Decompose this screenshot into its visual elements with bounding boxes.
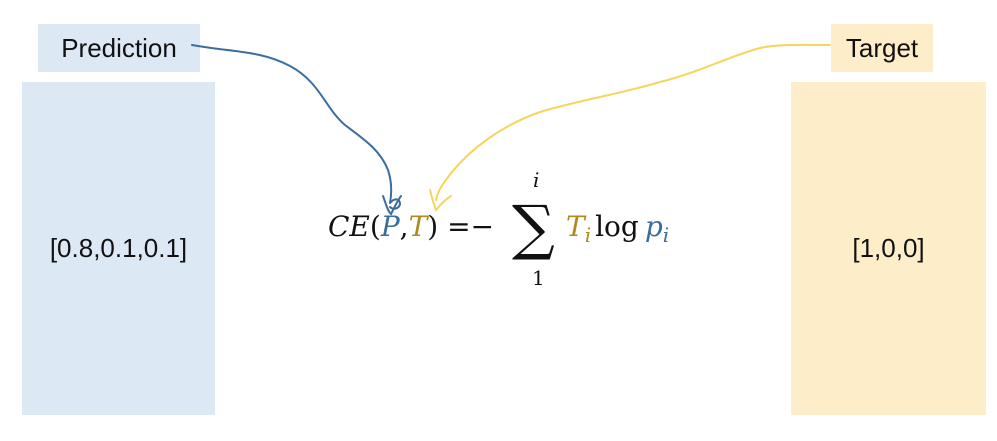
target-vector-value: [1,0,0] bbox=[852, 233, 925, 263]
target-variable: T bbox=[408, 210, 428, 243]
prediction-variable: P bbox=[380, 210, 400, 243]
prediction-label: Prediction bbox=[38, 24, 200, 72]
target-vector-panel: [1,0,0] bbox=[791, 82, 986, 415]
target-label: Target bbox=[831, 24, 933, 72]
sum-upper-limit: i bbox=[533, 168, 540, 192]
ce-symbol: CE bbox=[328, 210, 370, 243]
comma: , bbox=[399, 210, 409, 243]
prediction-vector-panel: [0.8,0.1,0.1] bbox=[22, 82, 215, 415]
log-operator: log bbox=[595, 210, 639, 243]
formula-lhs: CE(P,T) =− bbox=[328, 207, 494, 247]
target-arrowhead bbox=[429, 189, 452, 212]
target-subscript: i bbox=[584, 223, 592, 247]
target-arrow bbox=[435, 43, 831, 201]
prediction-subscript: i bbox=[662, 223, 670, 247]
prediction-arrowhead bbox=[382, 195, 402, 216]
open-paren: ( bbox=[369, 210, 381, 243]
equals-minus: =− bbox=[438, 210, 495, 243]
target-term: T bbox=[566, 210, 585, 243]
sum-lower-limit: 1 bbox=[532, 266, 545, 290]
summation-symbol: ∑ bbox=[512, 193, 555, 263]
prediction-arrow bbox=[191, 44, 393, 204]
formula-rhs: Ti log pi bbox=[566, 207, 669, 255]
prediction-term: p bbox=[644, 210, 663, 243]
close-paren: ) bbox=[427, 210, 439, 243]
prediction-vector-value: [0.8,0.1,0.1] bbox=[49, 233, 188, 263]
